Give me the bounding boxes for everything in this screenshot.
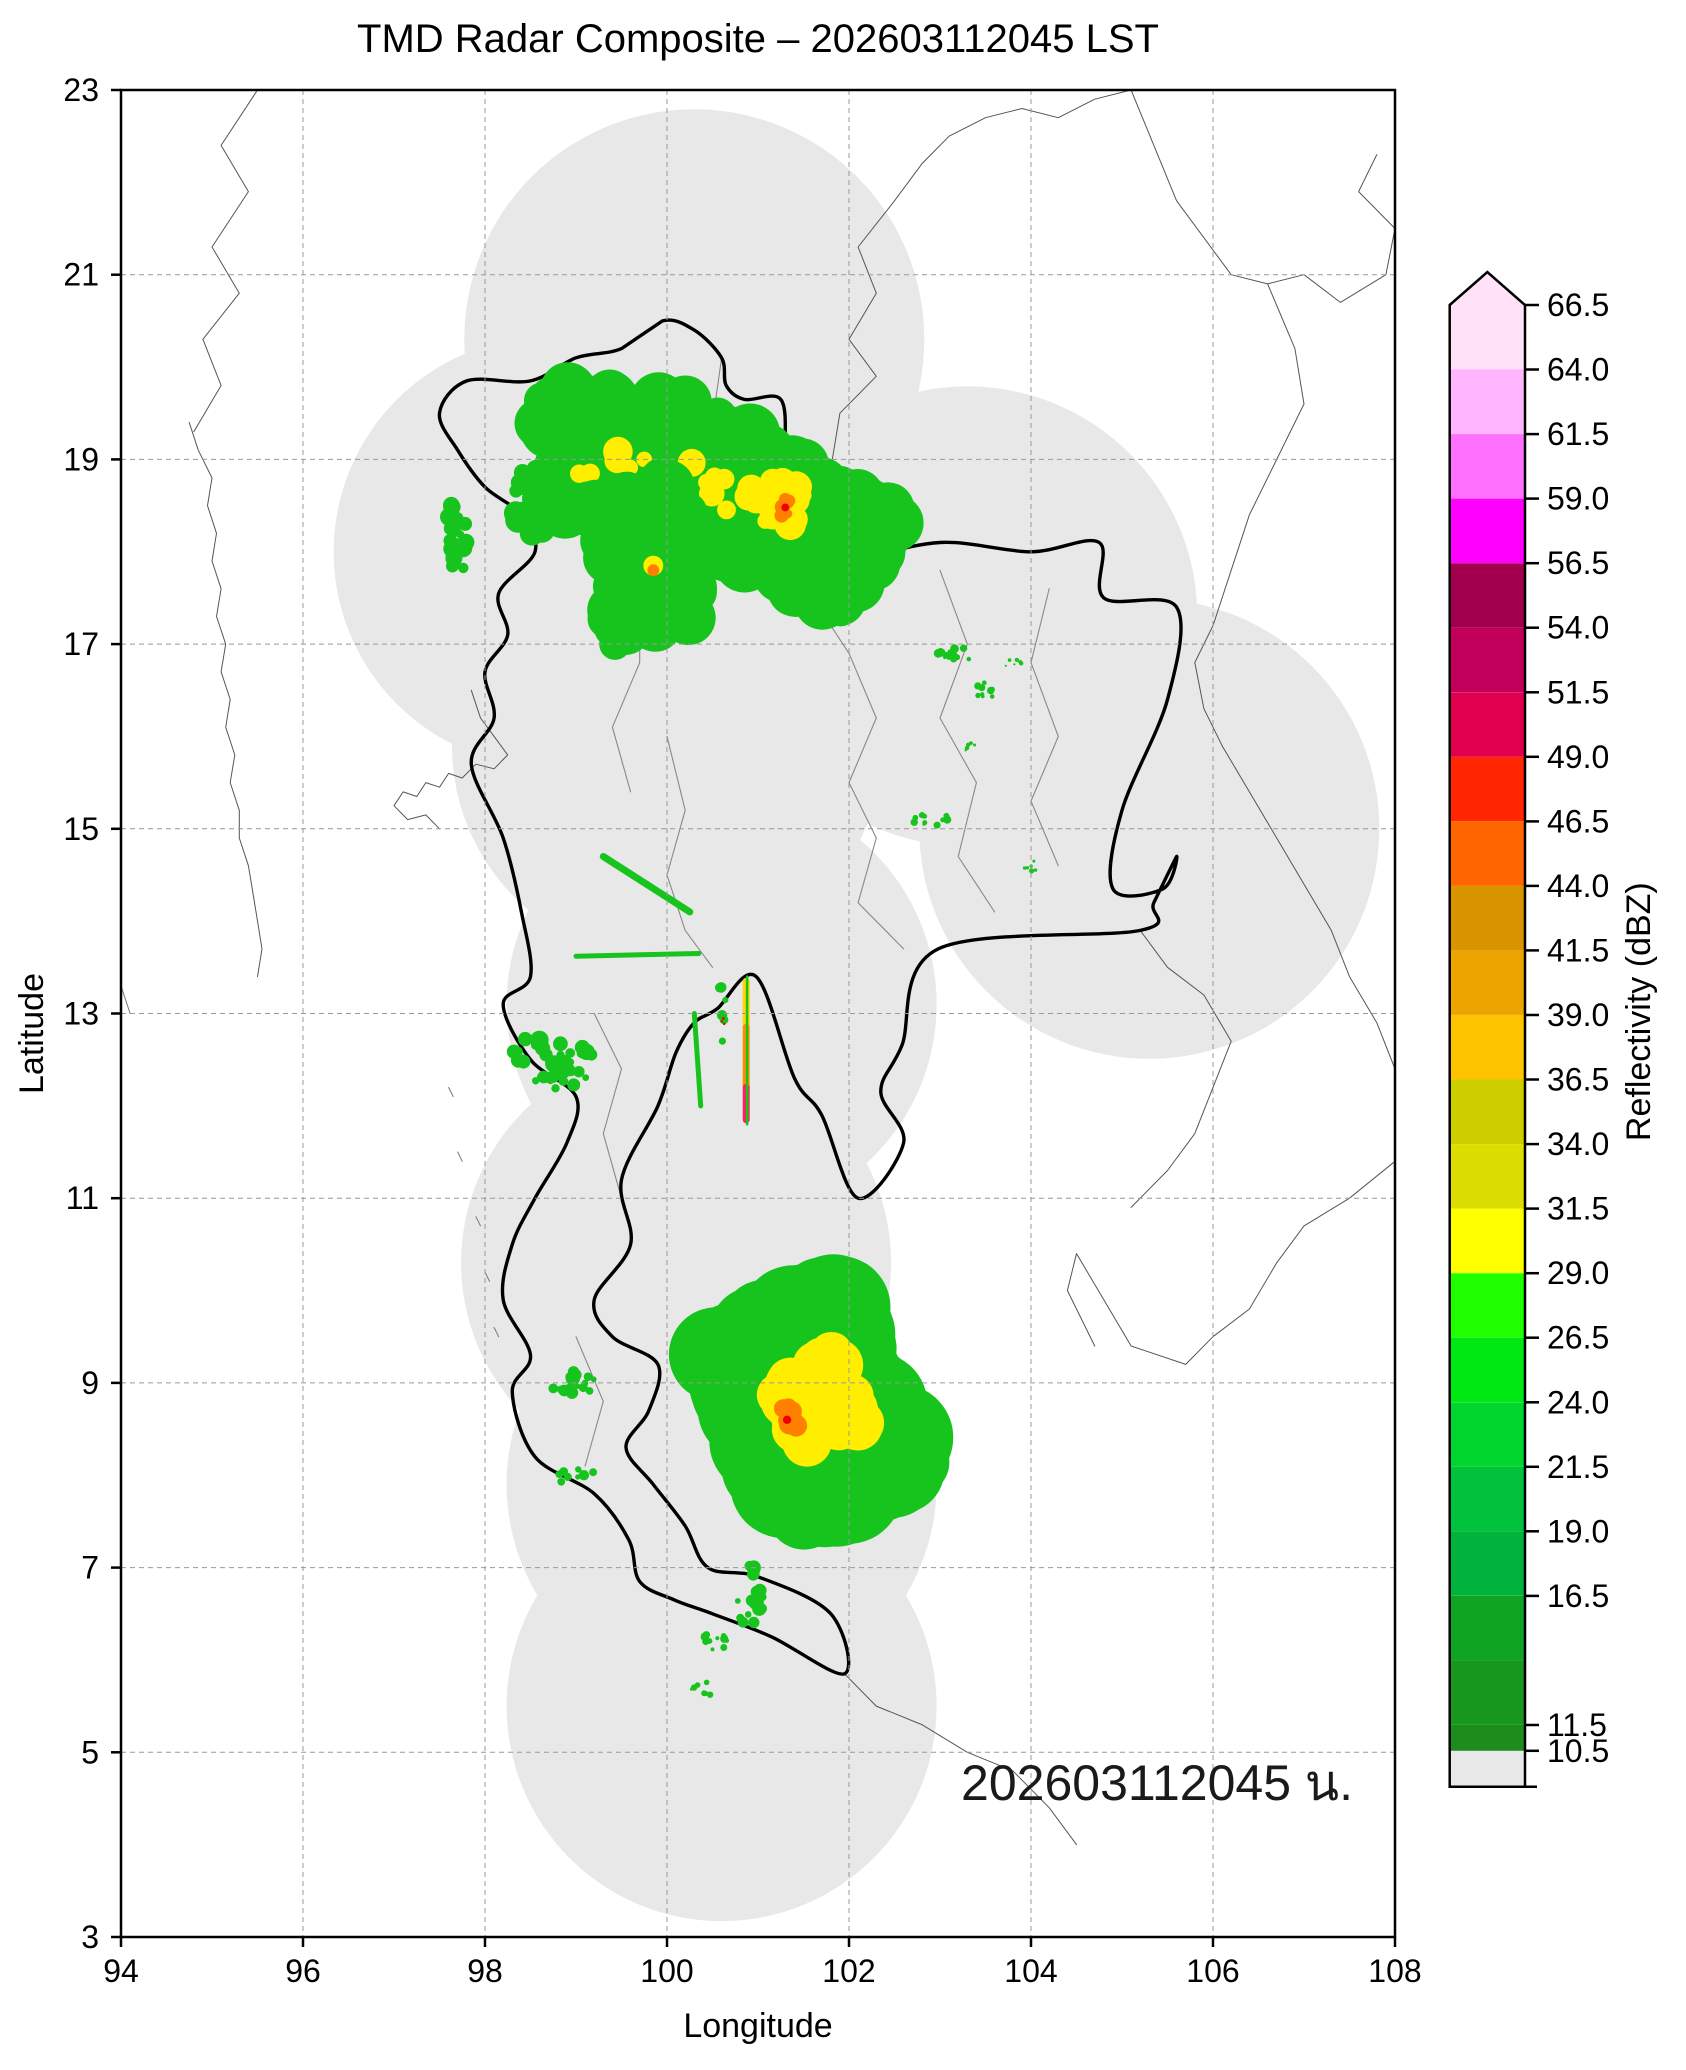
svg-text:Latitude: Latitude (13, 973, 51, 1094)
svg-text:19: 19 (63, 441, 99, 477)
svg-text:21.5: 21.5 (1547, 1449, 1609, 1485)
svg-text:31.5: 31.5 (1547, 1191, 1609, 1227)
svg-text:106: 106 (1186, 1953, 1239, 1989)
svg-text:46.5: 46.5 (1547, 803, 1609, 839)
svg-text:66.5: 66.5 (1547, 287, 1609, 323)
svg-text:34.0: 34.0 (1547, 1126, 1609, 1162)
svg-text:36.5: 36.5 (1547, 1062, 1609, 1098)
svg-text:61.5: 61.5 (1547, 416, 1609, 452)
svg-text:23: 23 (63, 72, 99, 108)
svg-text:54.0: 54.0 (1547, 610, 1609, 646)
svg-text:202603112045 น.: 202603112045 น. (961, 1755, 1353, 1811)
svg-text:59.0: 59.0 (1547, 481, 1609, 517)
svg-text:3: 3 (81, 1919, 99, 1955)
svg-text:108: 108 (1368, 1953, 1421, 1989)
svg-text:96: 96 (285, 1953, 321, 1989)
svg-text:21: 21 (63, 257, 99, 293)
svg-text:5: 5 (81, 1734, 99, 1770)
svg-text:Reflectivity (dBZ): Reflectivity (dBZ) (1620, 882, 1658, 1141)
svg-text:13: 13 (63, 996, 99, 1032)
svg-text:39.0: 39.0 (1547, 997, 1609, 1033)
svg-text:24.0: 24.0 (1547, 1384, 1609, 1420)
svg-text:11.5: 11.5 (1547, 1707, 1607, 1743)
svg-text:TMD Radar Composite – 20260311: TMD Radar Composite – 202603112045 LST (357, 17, 1159, 61)
svg-text:56.5: 56.5 (1547, 545, 1609, 581)
svg-text:7: 7 (81, 1550, 99, 1586)
svg-text:51.5: 51.5 (1547, 674, 1609, 710)
svg-text:15: 15 (63, 811, 99, 847)
svg-text:16.5: 16.5 (1547, 1578, 1609, 1614)
svg-text:41.5: 41.5 (1547, 932, 1609, 968)
svg-text:100: 100 (640, 1953, 693, 1989)
svg-text:Longitude: Longitude (683, 2007, 832, 2045)
svg-text:102: 102 (822, 1953, 875, 1989)
svg-text:26.5: 26.5 (1547, 1320, 1609, 1356)
svg-text:11: 11 (66, 1180, 99, 1216)
svg-text:98: 98 (467, 1953, 503, 1989)
svg-text:17: 17 (63, 626, 99, 662)
svg-text:9: 9 (81, 1365, 99, 1401)
svg-text:94: 94 (103, 1953, 139, 1989)
svg-text:104: 104 (1004, 1953, 1057, 1989)
svg-text:44.0: 44.0 (1547, 868, 1609, 904)
svg-text:49.0: 49.0 (1547, 739, 1609, 775)
svg-text:29.0: 29.0 (1547, 1255, 1609, 1291)
svg-text:64.0: 64.0 (1547, 352, 1609, 388)
svg-text:19.0: 19.0 (1547, 1513, 1609, 1549)
